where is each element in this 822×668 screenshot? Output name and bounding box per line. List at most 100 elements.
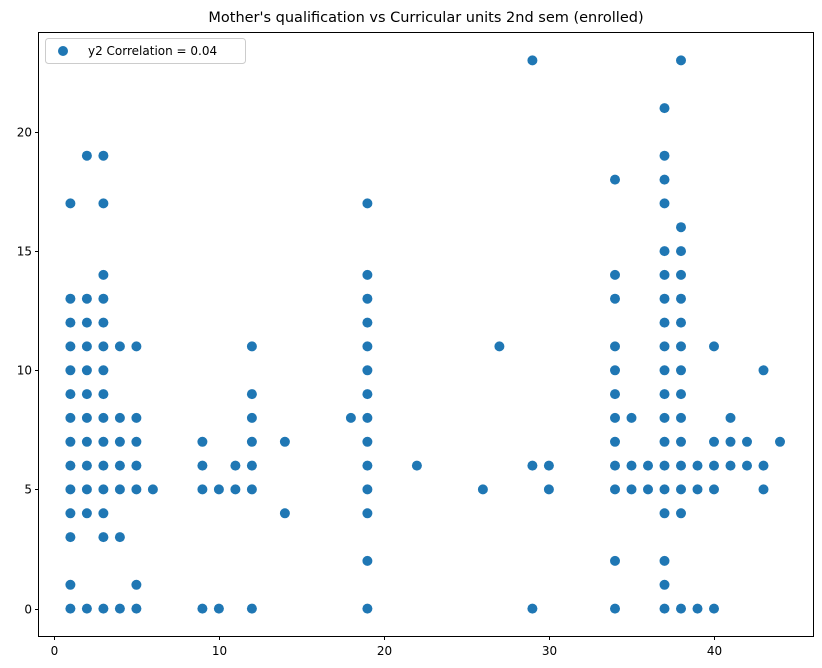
data-point (676, 222, 686, 233)
data-point (659, 293, 670, 304)
data-point (676, 341, 686, 352)
data-point (197, 436, 208, 447)
data-point (65, 532, 76, 543)
data-point (65, 508, 76, 519)
data-point (659, 555, 670, 566)
axis-ticks: 0 10 20 30 40 0 5 10 15 20 (17, 126, 722, 659)
data-point (230, 484, 241, 495)
data-point (676, 389, 686, 400)
data-point (676, 436, 686, 447)
data-point (610, 436, 620, 447)
data-point (213, 603, 224, 614)
data-point (114, 603, 125, 614)
data-point (213, 484, 224, 495)
data-point (246, 341, 257, 352)
data-point (543, 460, 554, 471)
data-point (114, 412, 125, 423)
data-point (659, 436, 670, 447)
data-point (659, 341, 670, 352)
data-point (659, 484, 670, 495)
data-point (98, 365, 109, 376)
data-point (709, 484, 719, 495)
data-point (362, 436, 373, 447)
data-point (659, 365, 670, 376)
data-point (659, 389, 670, 400)
data-point (65, 484, 76, 495)
legend-label: y2 Correlation = 0.04 (88, 44, 217, 58)
data-point (527, 603, 538, 614)
x-tick-label: 10 (212, 644, 227, 658)
data-points (65, 55, 785, 614)
data-point (709, 603, 719, 614)
data-point (742, 436, 752, 447)
data-point (676, 55, 686, 66)
data-point (626, 460, 637, 471)
data-point (98, 269, 109, 280)
data-point (131, 460, 142, 471)
data-point (659, 603, 670, 614)
data-point (279, 508, 290, 519)
data-point (98, 532, 109, 543)
data-point (659, 460, 670, 471)
data-point (65, 317, 76, 328)
data-point (131, 436, 142, 447)
data-point (246, 389, 257, 400)
data-point (81, 508, 92, 519)
data-point (197, 603, 208, 614)
data-point (659, 579, 670, 590)
x-tick-label: 30 (542, 644, 557, 658)
data-point (98, 293, 109, 304)
y-tick-label: 0 (24, 603, 32, 617)
y-tick-label: 15 (17, 245, 32, 259)
data-point (725, 412, 736, 423)
data-point (65, 412, 76, 423)
data-point (527, 460, 538, 471)
data-point (676, 603, 686, 614)
data-point (65, 389, 76, 400)
data-point (98, 341, 109, 352)
data-point (147, 484, 158, 495)
data-point (246, 436, 257, 447)
data-point (131, 603, 142, 614)
data-point (362, 484, 373, 495)
data-point (98, 412, 109, 423)
data-point (659, 150, 670, 161)
data-point (494, 341, 505, 352)
data-point (676, 460, 686, 471)
data-point (527, 55, 538, 66)
data-point (65, 603, 76, 614)
data-point (114, 436, 125, 447)
data-point (362, 317, 373, 328)
y-tick-label: 10 (17, 364, 32, 378)
data-point (362, 389, 373, 400)
data-point (114, 341, 125, 352)
chart-title: Mother's qualification vs Curricular uni… (208, 10, 643, 26)
data-point (81, 341, 92, 352)
data-point (98, 484, 109, 495)
data-point (725, 436, 736, 447)
data-point (81, 150, 92, 161)
data-point (610, 484, 620, 495)
data-point (98, 436, 109, 447)
data-point (659, 103, 670, 114)
data-point (676, 508, 686, 519)
data-point (81, 436, 92, 447)
data-point (411, 460, 422, 471)
data-point (246, 460, 257, 471)
data-point (775, 436, 785, 447)
data-point (65, 460, 76, 471)
data-point (114, 532, 125, 543)
data-point (676, 317, 686, 328)
data-point (362, 341, 373, 352)
data-point (131, 412, 142, 423)
data-point (65, 293, 76, 304)
data-point (610, 555, 620, 566)
data-point (98, 508, 109, 519)
data-point (362, 293, 373, 304)
data-point (114, 484, 125, 495)
data-point (659, 508, 670, 519)
data-point (345, 412, 356, 423)
legend-box (45, 38, 246, 64)
data-point (758, 365, 769, 376)
data-point (98, 389, 109, 400)
